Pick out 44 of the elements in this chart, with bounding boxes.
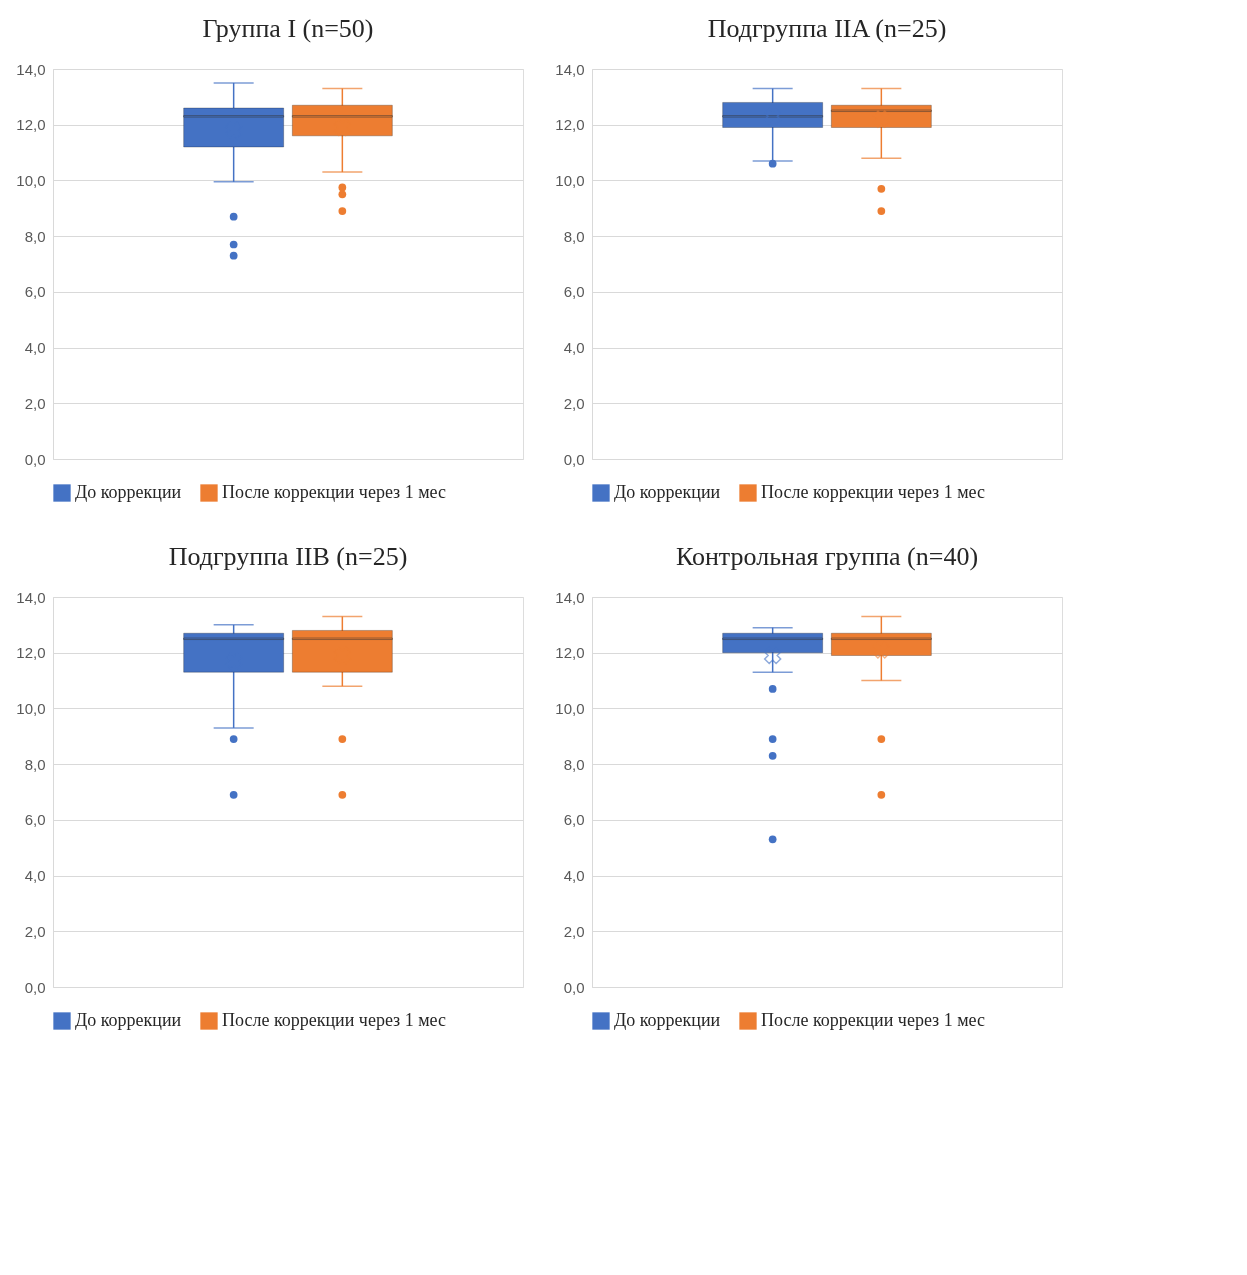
y-tick-label: 14,0 — [555, 588, 585, 606]
legend-label: После коррекции через 1 мес — [222, 1010, 447, 1030]
y-tick-label: 8,0 — [24, 227, 46, 245]
y-tick-label: 6,0 — [563, 283, 585, 301]
y-tick-label: 12,0 — [555, 116, 585, 134]
y-tick-label: 4,0 — [24, 867, 46, 885]
y-tick-label: 6,0 — [24, 283, 46, 301]
y-tick-label: 0,0 — [563, 450, 585, 468]
chart-title: Подгруппа IIA (n=25) — [707, 14, 947, 43]
y-tick-label: 14,0 — [555, 60, 585, 78]
legend-label: До коррекции — [75, 482, 182, 502]
y-tick-label: 14,0 — [16, 588, 46, 606]
y-tick-label: 4,0 — [563, 867, 585, 885]
y-tick-label: 6,0 — [563, 811, 585, 829]
y-tick-label: 2,0 — [563, 922, 585, 940]
y-tick-label: 4,0 — [24, 339, 46, 357]
y-tick-label: 2,0 — [24, 922, 46, 940]
legend-label: До коррекции — [614, 1010, 721, 1030]
y-tick-label: 2,0 — [563, 394, 585, 412]
y-tick-label: 12,0 — [16, 116, 46, 134]
y-tick-label: 0,0 — [563, 978, 585, 996]
y-tick-label: 6,0 — [24, 811, 46, 829]
y-tick-label: 10,0 — [16, 171, 46, 189]
y-tick-label: 4,0 — [563, 339, 585, 357]
chart-title: Группа I (n=50) — [202, 14, 374, 43]
y-tick-label: 8,0 — [563, 227, 585, 245]
y-tick-label: 12,0 — [16, 644, 46, 662]
y-tick-label: 2,0 — [24, 394, 46, 412]
y-tick-label: 10,0 — [555, 699, 585, 717]
y-tick-label: 8,0 — [563, 755, 585, 773]
legend-label: После коррекции через 1 мес — [222, 482, 447, 502]
y-tick-label: 0,0 — [24, 978, 46, 996]
legend-label: До коррекции — [614, 482, 721, 502]
legend-label: До коррекции — [75, 1010, 182, 1030]
chart-title: Подгруппа IIB (n=25) — [168, 542, 408, 571]
y-tick-label: 10,0 — [555, 171, 585, 189]
y-tick-label: 8,0 — [24, 755, 46, 773]
y-tick-label: 10,0 — [16, 699, 46, 717]
legend-label: После коррекции через 1 мес — [761, 1010, 986, 1030]
legend-label: После коррекции через 1 мес — [761, 482, 986, 502]
chart-title: Контрольная группа (n=40) — [675, 542, 979, 571]
y-tick-label: 0,0 — [24, 450, 46, 468]
y-tick-label: 12,0 — [555, 644, 585, 662]
y-tick-label: 14,0 — [16, 60, 46, 78]
